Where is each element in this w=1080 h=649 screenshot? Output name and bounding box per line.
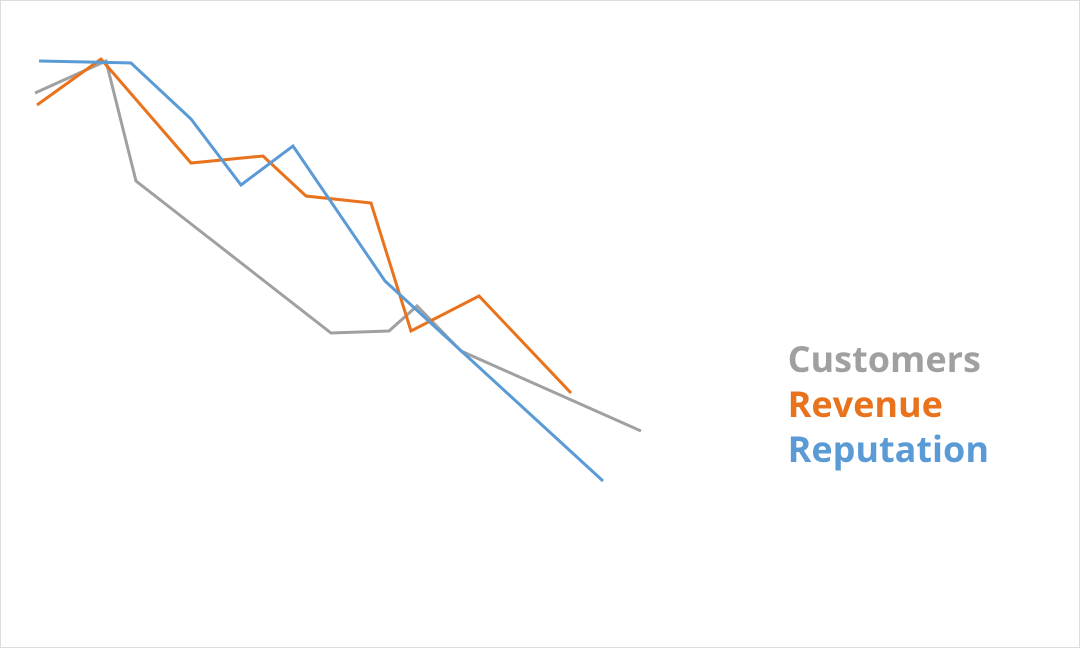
series-reputation xyxy=(39,61,603,481)
chart-frame: Customers Revenue Reputation xyxy=(0,0,1080,648)
series-customers xyxy=(35,61,641,431)
line-chart xyxy=(1,1,1080,649)
legend-item-customers: Customers xyxy=(788,336,989,381)
legend-item-revenue: Revenue xyxy=(788,381,989,426)
legend-item-reputation: Reputation xyxy=(788,426,989,471)
legend: Customers Revenue Reputation xyxy=(788,336,989,471)
